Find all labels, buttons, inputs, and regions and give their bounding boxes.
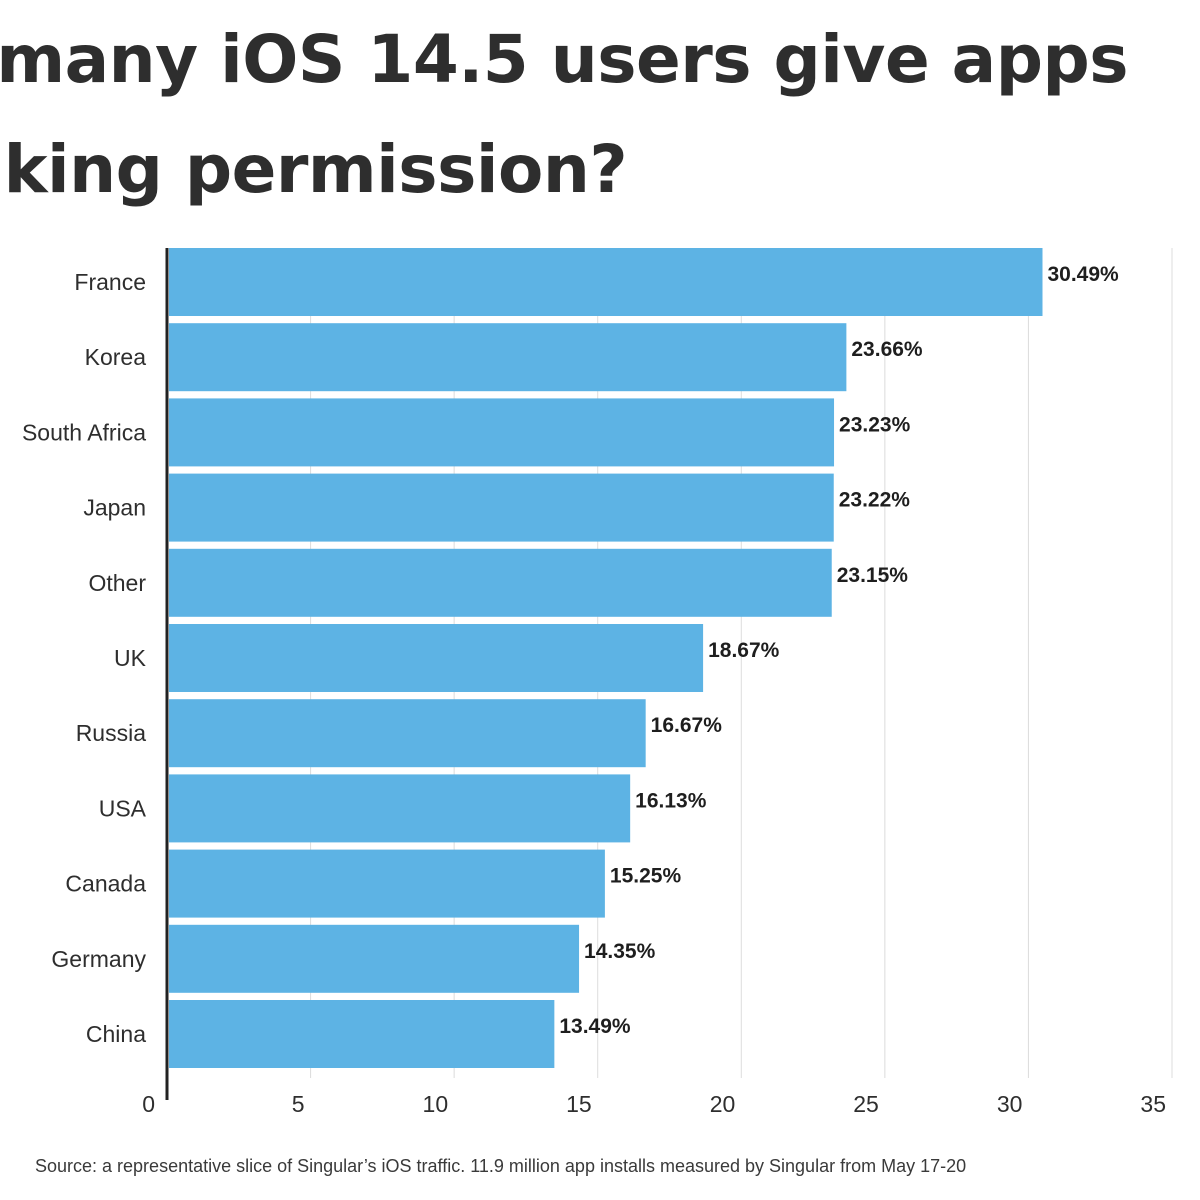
category-label: Canada [65, 871, 146, 897]
value-label: 16.13% [635, 789, 707, 812]
bar-france [169, 248, 1043, 316]
bar-usa [169, 774, 631, 843]
value-label: 13.49% [559, 1015, 631, 1038]
category-label: South Africa [22, 419, 146, 445]
category-label: China [86, 1021, 146, 1047]
bar-germany [169, 924, 580, 993]
value-label: 16.67% [651, 714, 723, 737]
category-label: Other [88, 570, 146, 596]
value-label: 15.25% [610, 865, 682, 888]
category-label: Japan [83, 495, 146, 521]
title-line-2: cking permission? [0, 131, 628, 208]
value-label: 14.35% [584, 940, 656, 963]
x-tick-label: 20 [710, 1091, 736, 1117]
bar-china [169, 1000, 555, 1068]
value-label: 30.49% [1047, 263, 1119, 286]
bar-korea [169, 323, 847, 392]
x-tick-label: 0 [142, 1091, 155, 1117]
bar-canada [169, 849, 605, 918]
value-label: 23.66% [851, 338, 923, 361]
title-line-1: w many iOS 14.5 users give apps [0, 21, 1128, 98]
x-tick-label: 15 [566, 1091, 592, 1117]
bar-chart: France 30.49% Korea 23.66% South Africa 23.23… [22, 248, 1173, 1117]
x-tick-label: 35 [1140, 1091, 1166, 1117]
bar-other [169, 548, 832, 617]
bar-japan [169, 473, 834, 542]
category-label: Korea [85, 344, 147, 370]
source-note: Source: a representative slice of Singul… [35, 1156, 967, 1176]
value-label: 18.67% [708, 639, 780, 662]
category-label: Germany [51, 946, 146, 972]
bar-uk [169, 624, 704, 692]
value-label: 23.23% [839, 413, 911, 436]
category-label: UK [114, 645, 147, 671]
x-tick-label: 30 [997, 1091, 1023, 1117]
x-tick-label: 5 [292, 1091, 305, 1117]
bar-south-africa [169, 398, 835, 467]
chart-title: w many iOS 14.5 users give apps cking pe… [0, 0, 1200, 230]
category-label: Russia [76, 720, 147, 746]
x-tick-label: 10 [423, 1091, 449, 1117]
category-label: USA [99, 795, 147, 821]
value-label: 23.15% [837, 564, 909, 587]
value-label: 23.22% [839, 489, 911, 512]
category-label: France [74, 269, 146, 295]
x-tick-label: 25 [853, 1091, 879, 1117]
bar-russia [169, 699, 646, 768]
